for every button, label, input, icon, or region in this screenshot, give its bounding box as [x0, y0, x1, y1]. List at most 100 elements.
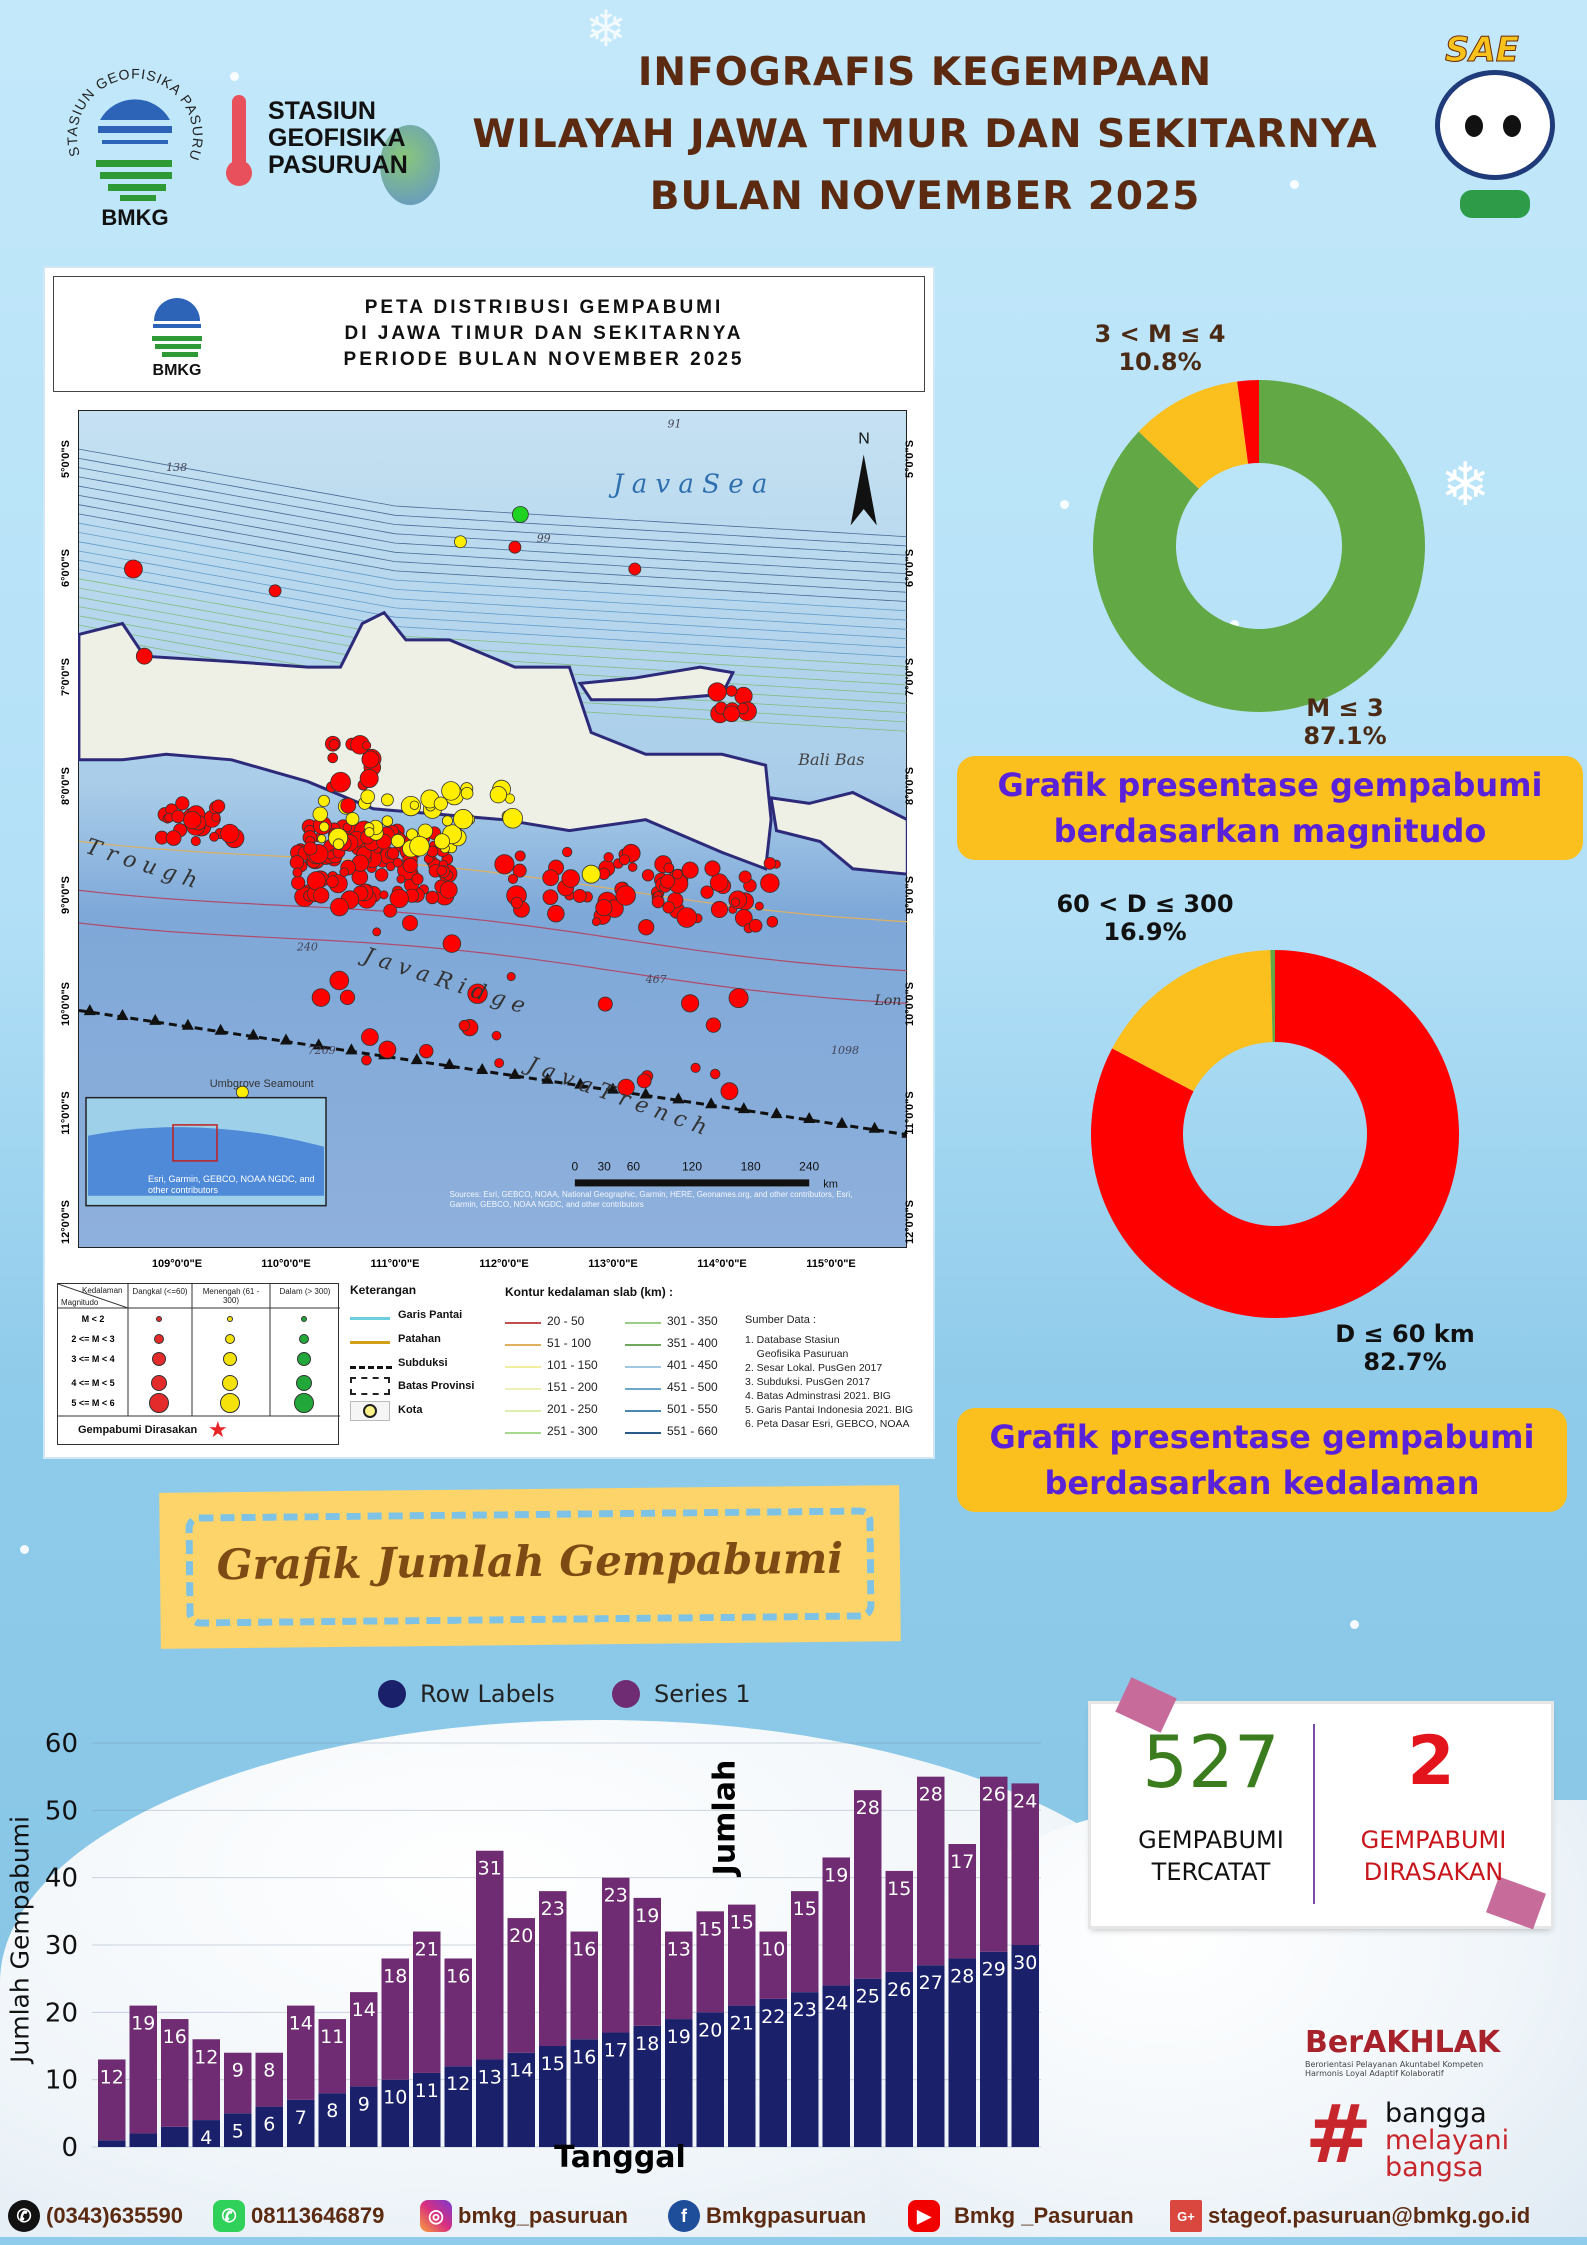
footer-instagram[interactable]: ◎ bmkg_pasuruan — [420, 2200, 628, 2232]
latitude-tick-label-left: 8°0'0"S — [60, 767, 72, 805]
bar-data-label: 16 — [446, 1965, 470, 1987]
earthquake-marker — [419, 1043, 434, 1059]
daily-earthquake-bar-chart: 0102030405060121916412596871481191410181… — [45, 1729, 1041, 2163]
depth-donut-chart — [1091, 950, 1459, 1318]
seamount-label: Umbgrove Seamount — [210, 1078, 314, 1090]
bar-data-label: 30 — [1013, 1952, 1037, 1974]
bar-segment-row-labels — [822, 1985, 850, 2147]
bar-segment-row-labels — [350, 2086, 378, 2147]
bar-segment-series-1 — [728, 1904, 756, 2006]
bar-segment-row-labels — [948, 1958, 976, 2147]
city-symbol — [350, 1401, 390, 1421]
subduction-symbol — [350, 1359, 392, 1369]
bar-data-label: 23 — [604, 1885, 628, 1907]
earthquake-marker — [175, 796, 190, 811]
bar-segment-row-labels — [885, 1971, 913, 2147]
footer-email[interactable]: G+ stageof.pasuruan@bmkg.go.id — [1170, 2200, 1530, 2232]
bar-data-label: 21 — [730, 2013, 754, 2035]
felt-star-icon: ★ — [208, 1418, 228, 1443]
bar-data-label: 15 — [698, 1918, 722, 1940]
earthquake-marker — [303, 841, 318, 856]
footer-facebook[interactable]: f Bmkgpasuruan — [668, 2200, 866, 2232]
bar-segment-series-1 — [948, 1844, 976, 1959]
earthquake-marker — [306, 871, 326, 891]
earthquake-marker — [766, 915, 779, 928]
bar-segment-row-labels — [728, 2005, 756, 2147]
footer-whatsapp[interactable]: ✆ 08113646879 — [213, 2200, 384, 2232]
subduction-triangle — [901, 1127, 907, 1138]
bar-data-label: 11 — [320, 2026, 344, 2048]
contour-range-label: 151 - 200 — [547, 1380, 598, 1394]
bar-segment-row-labels — [665, 2019, 693, 2147]
legend-felt-label: Gempabumi Dirasakan — [78, 1424, 198, 1436]
caption-line: Grafik presentase gempabumi — [989, 1418, 1535, 1456]
earthquake-marker — [209, 831, 220, 842]
bar-data-label: 28 — [856, 1797, 880, 1819]
facebook-icon: f — [668, 2200, 700, 2232]
slab-contour-line — [78, 504, 907, 593]
donut-slice — [1112, 950, 1273, 1092]
bar-segment-row-labels — [287, 2099, 315, 2147]
legend-symbol-circle — [296, 1375, 312, 1391]
earthquake-marker — [709, 873, 729, 892]
earthquake-marker — [494, 1058, 505, 1068]
map-title-line: PETA DISTRIBUSI GEMPABUMI — [364, 297, 724, 318]
earthquake-marker — [491, 1030, 502, 1041]
slab-contour-line — [78, 569, 907, 658]
legend-magnitude-row: M < 2 — [81, 1314, 105, 1324]
bar-segment-series-1 — [507, 1918, 535, 2053]
earthquake-marker — [327, 752, 339, 764]
legend-magnitude-row: 4 <= M < 5 — [71, 1378, 115, 1388]
footer-youtube[interactable]: ▶ Bmkg _Pasuruan — [908, 2200, 1134, 2232]
earthquake-marker — [627, 862, 638, 872]
bar-data-label: 31 — [478, 1858, 502, 1880]
earthquake-marker — [339, 867, 349, 877]
footer-phone[interactable]: ✆ (0343)635590 — [8, 2200, 183, 2232]
latitude-tick-label-left: 11°0'0"S — [60, 1091, 72, 1135]
bar-data-label: 11 — [415, 2080, 439, 2102]
contour-swatch — [625, 1432, 661, 1434]
bar-data-label: 28 — [919, 1784, 943, 1806]
latitude-tick-label-left: 9°0'0"S — [60, 876, 72, 914]
subduction-triangle — [705, 1097, 718, 1109]
earthquake-marker — [603, 852, 614, 863]
stats-card: 527 GEMPABUMI TERCATAT 2 GEMPABUMI DIRAS… — [1091, 1677, 1551, 1930]
earthquake-marker — [508, 540, 522, 554]
earthquake-marker — [379, 890, 389, 900]
bar-segment-row-labels — [98, 2140, 126, 2147]
mag-label-le3: M ≤ 3 87.1% — [1265, 694, 1425, 750]
email-address: stageof.pasuruan@bmkg.go.id — [1208, 2203, 1531, 2228]
sources-credit-text: Sources: Esri, GEBCO, NOAA, National Geo… — [449, 1190, 853, 1210]
longitude-tick-label: 113°0'0"E — [588, 1258, 638, 1270]
page-title-line-3: BULAN NOVEMBER 2025 — [649, 174, 1201, 219]
snowflake — [1290, 180, 1299, 189]
source-item: 5. Garis Pantai Indonesia 2021. BIG — [745, 1404, 914, 1416]
bangga-line: bangga — [1385, 2098, 1487, 2129]
earthquake-marker — [436, 865, 447, 876]
page-title-line-2: WILAYAH JAWA TIMUR DAN SEKITARNYA — [472, 112, 1378, 157]
keterangan-item: Kota — [398, 1404, 423, 1416]
earthquake-marker — [433, 796, 448, 811]
contour-range-label: 201 - 250 — [547, 1402, 598, 1416]
bar-segment-row-labels — [791, 1992, 819, 2147]
earthquake-marker — [467, 983, 488, 1004]
subduction-triangle — [639, 1087, 652, 1099]
legend-symbol-circle — [223, 1352, 237, 1366]
longitude-tick-label: 112°0'0"E — [479, 1258, 529, 1270]
scale-bar — [574, 1179, 810, 1187]
earthquake-marker — [211, 799, 226, 814]
earthquake-marker — [340, 797, 357, 814]
berakhlak-sub: Berorientasi Pelayanan Akuntabel Kompete… — [1305, 2060, 1484, 2069]
recorded-label: GEMPABUMI TERCATAT — [1111, 1824, 1311, 1888]
map-header: BMKG PETA DISTRIBUSI GEMPABUMI DI JAWA T… — [53, 276, 925, 392]
bar-chart-title: Grafik Jumlah Gempabumi — [216, 1533, 844, 1590]
bar-data-label: 19 — [635, 1905, 659, 1927]
earthquake-marker — [386, 847, 400, 860]
subduction-triangle — [280, 1033, 292, 1045]
bar-data-label: 8 — [263, 2060, 275, 2082]
caption-line: berdasarkan magnitudo — [1053, 812, 1487, 850]
north-arrow-label: N — [858, 431, 870, 448]
bar-segment-series-1 — [287, 2005, 315, 2100]
contour-depth-label: 138 — [166, 461, 187, 474]
contour-swatch — [505, 1432, 541, 1434]
